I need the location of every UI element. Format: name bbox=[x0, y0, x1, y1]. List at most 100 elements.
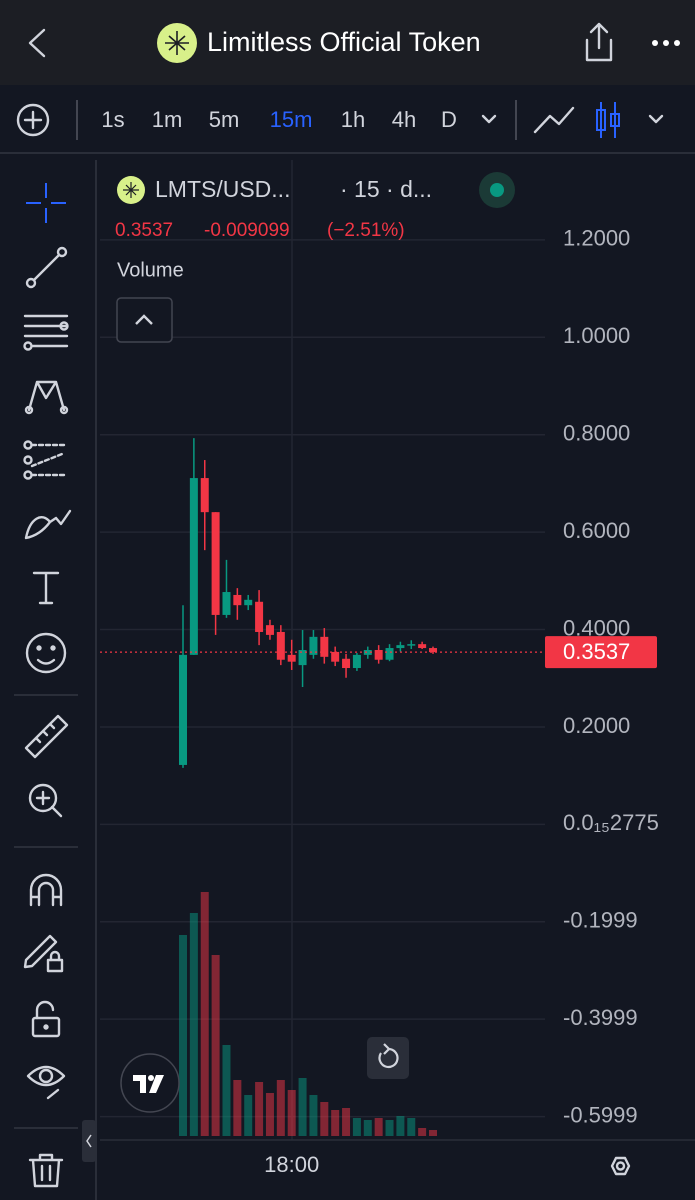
prediction-tool[interactable] bbox=[23, 440, 69, 480]
interval-button[interactable]: 4h bbox=[392, 107, 416, 132]
interval-dropdown[interactable] bbox=[481, 114, 497, 124]
symbol[interactable]: LMTS/USD... bbox=[155, 176, 290, 202]
candle-body bbox=[200, 478, 209, 513]
candle-body bbox=[407, 644, 416, 646]
y-tick-label: 0.2000 bbox=[563, 713, 630, 738]
text-tool[interactable] bbox=[32, 571, 60, 605]
interval-button[interactable]: D bbox=[441, 107, 457, 132]
y-tick-label: -0.3999 bbox=[563, 1005, 638, 1030]
volume-bar bbox=[222, 1045, 231, 1136]
volume-bar bbox=[418, 1128, 427, 1136]
volume-bar bbox=[309, 1095, 318, 1136]
market-status bbox=[479, 172, 515, 208]
candle-chart-button[interactable] bbox=[596, 102, 620, 138]
volume-bar bbox=[265, 1093, 274, 1136]
price-change-pct: (−2.51%) bbox=[327, 220, 405, 241]
candle-body bbox=[222, 592, 231, 615]
collapse-legend-button[interactable] bbox=[116, 297, 173, 343]
emoji-tool[interactable] bbox=[25, 632, 67, 674]
candle-body bbox=[331, 651, 340, 662]
last-price-label: 0.3537 bbox=[563, 639, 630, 664]
drawing-toolbar bbox=[14, 183, 78, 1188]
ruler-tool[interactable] bbox=[24, 714, 69, 759]
candle-body bbox=[179, 654, 187, 765]
volume-bar bbox=[287, 1090, 296, 1136]
volume-bar bbox=[233, 1080, 242, 1136]
lock-drawings-tool[interactable] bbox=[23, 934, 64, 973]
crosshair-tool[interactable] bbox=[26, 183, 66, 223]
candle-body bbox=[320, 636, 329, 657]
tradingview-logo[interactable] bbox=[120, 1053, 180, 1113]
y-tick-label: -0.5999 bbox=[563, 1102, 638, 1127]
brush-tool[interactable] bbox=[24, 509, 72, 540]
volume-bar bbox=[244, 1095, 253, 1136]
candle-body bbox=[309, 636, 318, 655]
symbol-logo bbox=[117, 176, 145, 204]
y-tick-label: 0.6000 bbox=[563, 518, 630, 543]
y-tick-label: 0.0₁₅2775 bbox=[563, 810, 659, 835]
magnet-tool[interactable] bbox=[29, 873, 63, 907]
interval-button[interactable]: 1s bbox=[101, 107, 124, 132]
line-chart-button[interactable] bbox=[533, 106, 575, 134]
volume-bars bbox=[179, 892, 438, 1136]
volume-bar bbox=[179, 935, 187, 1136]
volume-bar bbox=[298, 1078, 307, 1136]
volume-bar bbox=[385, 1120, 394, 1136]
volume-bar bbox=[331, 1110, 340, 1136]
last-price: 0.3537 bbox=[115, 220, 173, 241]
interval-button[interactable]: 1h bbox=[341, 107, 365, 132]
grid bbox=[100, 239, 545, 1118]
candle-body bbox=[244, 599, 253, 606]
trend-line-tool[interactable] bbox=[25, 246, 68, 289]
volume-bar bbox=[352, 1118, 361, 1136]
top-bar bbox=[0, 0, 695, 85]
add-indicator-button[interactable] bbox=[16, 103, 50, 137]
interval-bar bbox=[0, 85, 695, 153]
volume-bar bbox=[396, 1116, 405, 1136]
reset-chart-button[interactable] bbox=[367, 1037, 409, 1079]
zoom-tool[interactable] bbox=[28, 783, 63, 818]
x-tick-label: 18:00 bbox=[264, 1152, 319, 1177]
price-axis: 1.20001.00000.80000.60000.40000.20000.0₁… bbox=[545, 226, 659, 1127]
fib-tool[interactable] bbox=[23, 314, 69, 351]
y-tick-label: 1.0000 bbox=[563, 323, 630, 348]
candle-body bbox=[189, 478, 198, 655]
candle-body bbox=[396, 645, 405, 649]
candle-body bbox=[418, 644, 427, 649]
candle-body bbox=[287, 654, 296, 662]
delete-tool[interactable] bbox=[28, 1153, 64, 1188]
visibility-tool[interactable] bbox=[26, 1065, 66, 1100]
y-tick-label: -0.1999 bbox=[563, 908, 638, 933]
candle-body bbox=[374, 650, 383, 660]
back-button[interactable] bbox=[28, 28, 46, 58]
interval-button[interactable]: 5m bbox=[209, 107, 240, 132]
volume-legend: Volume bbox=[117, 259, 184, 281]
price-change: -0.009099 bbox=[204, 220, 290, 241]
last-price-tag bbox=[545, 636, 657, 669]
collapse-toolbar[interactable] bbox=[82, 1120, 96, 1162]
volume-bar bbox=[211, 955, 220, 1136]
y-tick-label: 0.8000 bbox=[563, 421, 630, 446]
interval-button[interactable]: 15m bbox=[270, 107, 313, 132]
chart-type-dropdown[interactable] bbox=[648, 114, 664, 124]
share-button[interactable] bbox=[585, 22, 613, 62]
more-button[interactable] bbox=[652, 40, 680, 46]
volume-bar bbox=[429, 1130, 438, 1136]
volume-bar bbox=[200, 892, 209, 1136]
candle-body bbox=[342, 658, 351, 669]
interval-button[interactable]: 1m bbox=[152, 107, 183, 132]
volume-bar bbox=[363, 1120, 372, 1136]
time-axis: 18:00 bbox=[264, 1152, 319, 1177]
token-logo bbox=[157, 23, 197, 63]
symbol-info: · 15 · d... bbox=[340, 176, 432, 202]
chart-settings-button[interactable] bbox=[610, 1156, 631, 1176]
candle-body bbox=[211, 512, 220, 615]
unlock-tool[interactable] bbox=[31, 1000, 61, 1038]
volume-bar bbox=[320, 1102, 329, 1136]
candles bbox=[100, 438, 545, 768]
volume-bar bbox=[276, 1080, 285, 1136]
candle-body bbox=[276, 631, 285, 660]
pattern-tool[interactable] bbox=[24, 380, 69, 415]
